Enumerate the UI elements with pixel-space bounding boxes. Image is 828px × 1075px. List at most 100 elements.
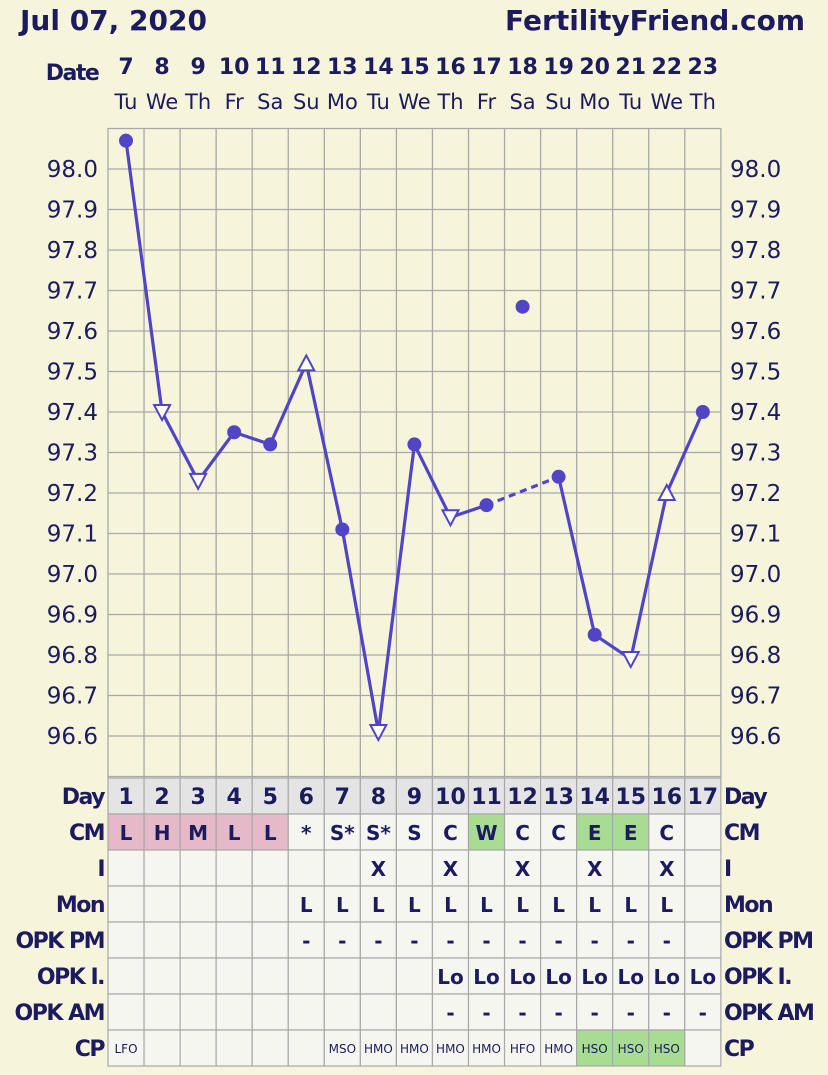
table-cell-opk-am [251, 993, 289, 1031]
table-cell-cm [179, 813, 217, 851]
cell-value-opk-pm: - [591, 929, 599, 953]
temp-point-down[interactable] [440, 509, 461, 528]
temp-point-down[interactable] [368, 723, 389, 743]
temp-point-up[interactable] [657, 482, 677, 501]
date-number: 13 [327, 55, 358, 80]
date-number: 23 [688, 55, 719, 80]
temp-point[interactable] [515, 299, 530, 314]
table-cell-opk-am [359, 993, 398, 1031]
cell-value-cm: C [551, 821, 566, 845]
table-cell-day [359, 777, 398, 815]
temp-point-down[interactable] [152, 404, 172, 423]
table-cell-cp [251, 1029, 289, 1067]
cell-value-day: 4 [227, 785, 242, 810]
temp-point-down[interactable] [621, 651, 641, 670]
cell-value-day: 1 [118, 785, 133, 810]
table-cell-opk-pm [107, 921, 145, 959]
temp-point-down[interactable] [188, 472, 208, 491]
cell-value-cm: E [588, 821, 602, 845]
y-tick-left: 96.7 [47, 684, 98, 710]
cell-value-opk-pm: - [482, 929, 490, 953]
table-cell-opk-am [323, 993, 361, 1031]
y-tick-right: 97.1 [730, 522, 781, 548]
cell-value-day: 6 [299, 785, 314, 810]
y-tick-left: 97.5 [47, 360, 98, 386]
cell-value-cm: S* [366, 821, 391, 845]
row-label-opk-pm: OPK PM [15, 929, 104, 954]
table-cell-opk-i [359, 957, 398, 995]
cell-value-cm: H [154, 821, 171, 845]
cell-value-mon: L [372, 893, 385, 917]
y-tick-left: 97.9 [47, 198, 98, 224]
weekday-label: Fr [477, 90, 497, 114]
y-tick-right: 97.3 [730, 441, 781, 467]
temp-point[interactable] [263, 437, 278, 452]
cell-value-cm: * [301, 821, 312, 845]
temp-line [376, 444, 417, 733]
table-cell-mon [251, 885, 289, 923]
cell-value-i: X [659, 857, 675, 881]
weekday-label: Tu [366, 90, 390, 114]
y-tick-right: 97.5 [730, 360, 781, 386]
row-label-cp: CP [75, 1037, 106, 1062]
cell-value-mon: L [552, 893, 565, 917]
table-cell-cp [215, 1029, 253, 1067]
table-cell-cm [684, 813, 722, 851]
cell-value-opk-am: - [554, 1001, 562, 1025]
temp-line-dashed [485, 475, 560, 507]
cell-value-opk-i: Lo [545, 965, 571, 989]
temp-point[interactable] [407, 437, 422, 452]
weekday-label: Sa [257, 90, 283, 114]
table-cell-opk-pm [503, 921, 542, 959]
table-cell-cm [287, 813, 325, 851]
cell-value-mon: L [588, 893, 601, 917]
temp-point-up[interactable] [296, 353, 316, 372]
temp-line [340, 529, 380, 733]
table-cell-mon [612, 885, 650, 923]
table-cell-mon [323, 885, 361, 923]
table-cell-opk-am [539, 993, 578, 1031]
temp-point[interactable] [119, 133, 134, 148]
date-number: 22 [651, 55, 682, 80]
table-cell-mon [684, 885, 722, 923]
table-cell-cp [467, 1029, 506, 1067]
table-cell-opk-am [179, 993, 217, 1031]
date-number: 17 [471, 55, 502, 80]
temp-point[interactable] [479, 498, 494, 513]
temp-point[interactable] [551, 469, 566, 484]
table-cell-mon [179, 885, 217, 923]
temp-point[interactable] [695, 405, 710, 419]
table-cell-day [143, 777, 181, 815]
table-cell-opk-pm [648, 921, 686, 959]
table-cell-cp [395, 1029, 434, 1067]
cell-value-opk-am: - [699, 1001, 707, 1025]
cell-value-cm: C [443, 821, 458, 845]
table-cell-cp [576, 1029, 614, 1067]
table-cell-i [251, 849, 289, 887]
table-cell-opk-pm [143, 921, 181, 959]
y-tick-right: 97.9 [730, 198, 781, 224]
cell-value-cm: L [264, 821, 277, 845]
y-tick-left: 97.2 [47, 481, 98, 507]
date-number: 15 [399, 55, 430, 80]
table-cell-cm [576, 813, 614, 851]
table-cell-opk-pm [287, 921, 325, 959]
table-cell-opk-am [684, 993, 722, 1031]
y-tick-right: 97.6 [730, 319, 781, 345]
weekday-label: Tu [618, 90, 642, 114]
cell-value-i: X [443, 857, 459, 881]
table-cell-mon [467, 885, 506, 923]
table-cell-opk-am [143, 993, 181, 1031]
temp-point[interactable] [587, 627, 602, 642]
cell-value-day: 12 [507, 785, 538, 810]
cell-value-mon: L [516, 893, 529, 917]
y-tick-left: 97.1 [47, 522, 98, 548]
cell-value-mon: L [300, 893, 313, 917]
date-number: 19 [543, 55, 574, 80]
table-cell-cp [684, 1029, 722, 1067]
temp-point[interactable] [335, 522, 350, 537]
y-tick-right: 96.9 [730, 603, 781, 629]
cell-value-cp: HSO [654, 1042, 680, 1056]
temp-point[interactable] [227, 425, 242, 440]
table-cell-opk-i [503, 957, 542, 995]
